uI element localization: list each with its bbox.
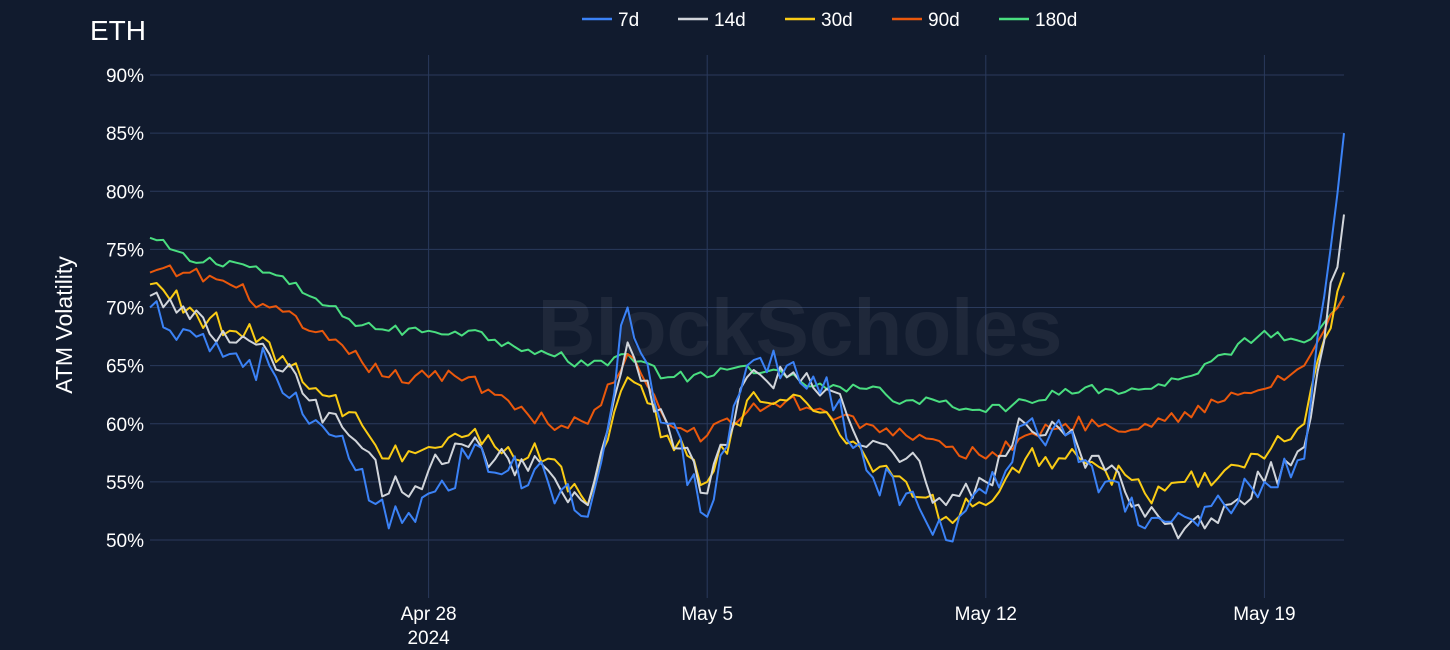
watermark-text: BlockScholes (538, 283, 1063, 372)
x-tick-label: May 19 (1233, 604, 1295, 625)
legend-item-7d[interactable]: 7d (582, 10, 639, 31)
series-lines (149, 132, 1345, 543)
y-tick-label: 85% (106, 124, 144, 145)
grid-lines (150, 55, 1344, 598)
legend-label: 14d (714, 10, 746, 31)
legend-item-14d[interactable]: 14d (678, 10, 746, 31)
y-tick-label: 90% (106, 66, 144, 87)
legend-label: 90d (928, 10, 960, 31)
y-tick-label: 70% (106, 299, 144, 320)
legend-label: 7d (618, 10, 639, 31)
legend-item-30d[interactable]: 30d (785, 10, 853, 31)
x-tick-label: May 12 (955, 604, 1017, 625)
legend: 7d 14d 30d 90d 180d (582, 10, 1077, 31)
series-line-30d (149, 272, 1345, 524)
y-tick-label: 50% (106, 531, 144, 552)
x-tick-label: Apr 28 (401, 604, 457, 625)
y-tick-label: 80% (106, 182, 144, 203)
series-line-90d (149, 264, 1345, 460)
y-tick-label: 55% (106, 473, 144, 494)
x-axis-tick-labels: Apr 28 2024 May 5 May 12 May 19 (401, 604, 1296, 649)
legend-item-90d[interactable]: 90d (892, 10, 960, 31)
x-tick-label: May 5 (681, 604, 733, 625)
y-axis-title: ATM Volatility (51, 256, 77, 394)
y-axis-tick-labels: 50% 55% 60% 65% 70% 75% 80% 85% 90% (106, 66, 144, 552)
series-line-7d (149, 132, 1345, 543)
legend-label: 30d (821, 10, 853, 31)
y-tick-label: 65% (106, 357, 144, 378)
y-tick-label: 60% (106, 415, 144, 436)
legend-item-180d[interactable]: 180d (999, 10, 1077, 31)
x-tick-sublabel: 2024 (407, 628, 450, 649)
y-tick-label: 75% (106, 240, 144, 261)
series-line-14d (149, 214, 1345, 540)
legend-label: 180d (1035, 10, 1077, 31)
chart-title: ETH (90, 15, 146, 46)
